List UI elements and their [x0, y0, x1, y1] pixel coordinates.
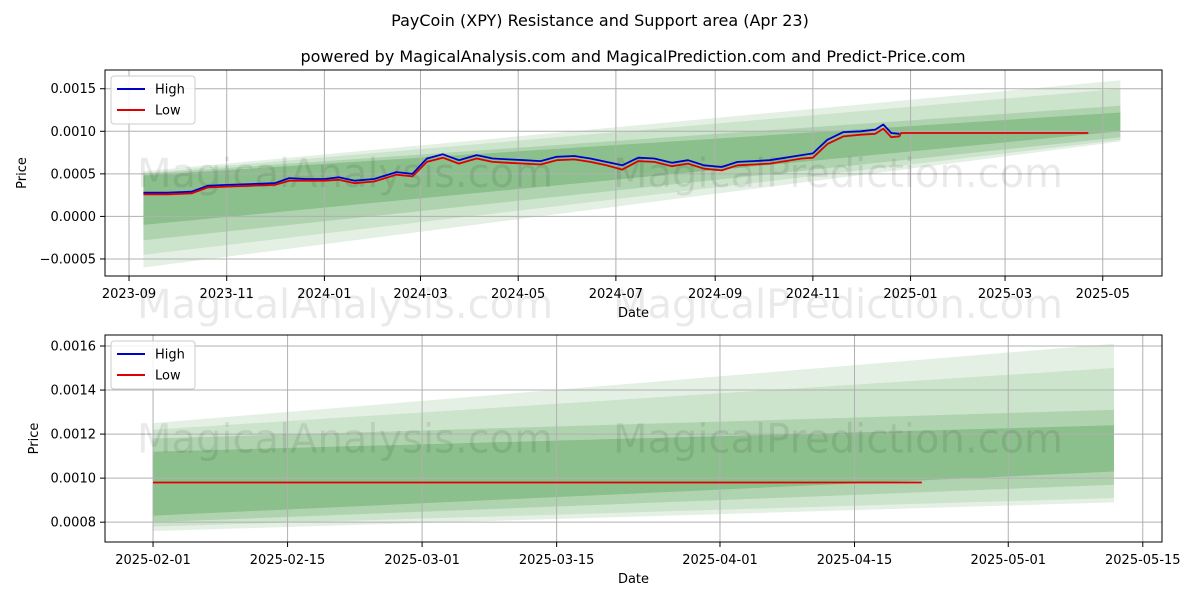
y-tick-label: −0.0005 [40, 252, 96, 267]
bottom-chart-panel: 2025-02-01 2025-02-15 2025-03-01 2025-03-15… [27, 334, 1181, 587]
prediction-band-1 [153, 368, 1114, 527]
x-tick-label: 2025-04-15 [817, 553, 893, 568]
y-tick-label: 0.0016 [51, 340, 97, 355]
x-tick-label: 2025-05-15 [1105, 553, 1181, 568]
legend: High Low [110, 75, 196, 125]
y-tick-label: 0.0008 [51, 516, 97, 531]
watermark-text: MagicalPrediction.com [613, 282, 1063, 328]
legend-label-high: High [155, 83, 185, 98]
x-tick-label: 2025-04-01 [682, 553, 758, 568]
x-tick-label: 2024-03 [393, 287, 447, 302]
x-tick-label: 2024-09 [688, 287, 742, 302]
prediction-band-0 [153, 343, 1114, 531]
legend: High Low [110, 340, 196, 390]
prediction-band-3 [143, 112, 1121, 225]
series-line-low [143, 127, 1089, 196]
y-tick-label: 0.0012 [51, 428, 97, 443]
x-tick-label: 2025-02-01 [115, 553, 191, 568]
x-tick-label: 2025-05 [1076, 287, 1130, 302]
watermark-text: MagicalAnalysis.com [137, 417, 553, 463]
x-tick-label: 2024-07 [589, 287, 643, 302]
y-axis-label: Price [15, 157, 30, 189]
x-axis-label: Date [618, 572, 649, 587]
plot-frame [104, 69, 1163, 277]
prediction-band-2 [143, 105, 1121, 241]
watermark-text: MagicalPrediction.com [613, 151, 1063, 197]
x-tick-label: 2023-09 [102, 287, 156, 302]
y-tick-label: 0.0010 [51, 125, 97, 140]
y-axis-label: Price [27, 423, 42, 455]
prediction-band-1 [143, 88, 1121, 255]
chart-suptitle: PayCoin (XPY) Resistance and Support are… [391, 11, 809, 30]
series-line-high [143, 123, 900, 194]
y-tick-label: 0.0015 [51, 82, 97, 97]
top-chart-panel: 2023-09 2023-11 2024-01 2024-03 2024-05 2024-… [15, 69, 1163, 328]
watermark-text: MagicalAnalysis.com [137, 151, 553, 197]
x-tick-label: 2024-11 [786, 287, 840, 302]
chart-subtitle: powered by MagicalAnalysis.com and Magic… [300, 47, 965, 66]
x-tick-label: 2025-01 [883, 287, 937, 302]
prediction-band-2 [153, 409, 1114, 523]
y-tick-label: 0.0010 [51, 472, 97, 487]
x-tick-label: 2025-03 [978, 287, 1032, 302]
legend-label-low: Low [155, 369, 181, 384]
x-tick-label: 2025-03-15 [519, 553, 595, 568]
x-axis-label: Date [618, 306, 649, 321]
plot-frame [104, 334, 1163, 543]
y-tick-label: 0.0005 [51, 167, 97, 182]
x-tick-label: 2024-05 [491, 287, 545, 302]
watermark-text: MagicalAnalysis.com [137, 282, 553, 328]
y-tick-label: 0.0014 [51, 384, 97, 399]
x-tick-label: 2025-02-15 [250, 553, 326, 568]
x-tick-label: 2024-01 [297, 287, 351, 302]
x-tick-label: 2025-05-01 [970, 553, 1046, 568]
watermark-text: MagicalPrediction.com [613, 417, 1063, 463]
x-tick-label: 2023-11 [200, 287, 254, 302]
legend-label-low: Low [155, 104, 181, 119]
legend-label-high: High [155, 348, 185, 363]
y-tick-label: 0.0000 [51, 210, 97, 225]
x-tick-label: 2025-03-01 [384, 553, 460, 568]
prediction-band-3 [153, 425, 1114, 516]
